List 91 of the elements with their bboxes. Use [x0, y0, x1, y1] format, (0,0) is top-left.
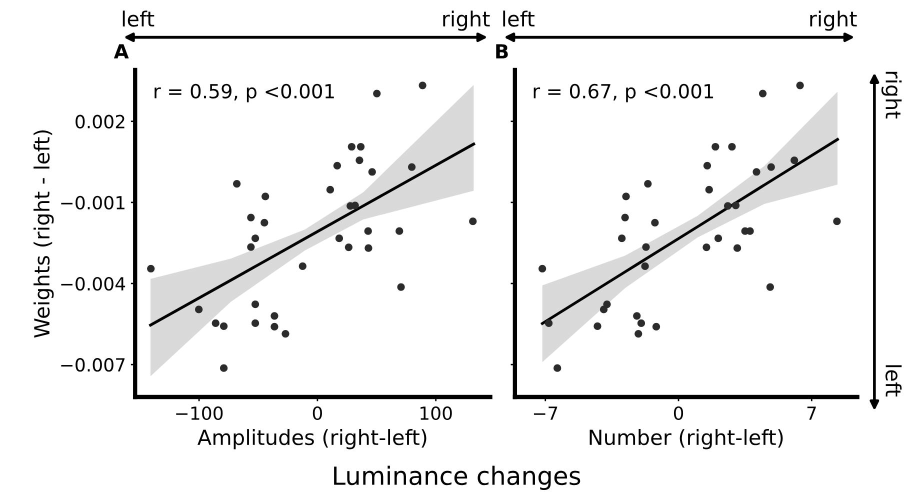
x-tick-label: 0 — [312, 406, 322, 420]
point — [714, 234, 722, 242]
line-series — [149, 142, 476, 327]
point — [351, 202, 359, 210]
point — [373, 90, 381, 98]
point — [348, 142, 356, 151]
x-tick-label: 0 — [674, 406, 684, 420]
point — [333, 162, 342, 170]
point — [637, 319, 646, 328]
point — [233, 180, 241, 188]
point — [705, 186, 713, 194]
point — [408, 163, 416, 171]
point — [220, 364, 228, 372]
y-axis-title: Weights (right - left) — [34, 130, 54, 338]
text: left — [886, 365, 902, 396]
point — [282, 330, 290, 338]
x-tick-label: −100 — [176, 406, 223, 420]
point — [251, 300, 260, 308]
text: right — [443, 10, 490, 31]
point — [220, 322, 228, 330]
point — [644, 180, 652, 188]
point — [702, 243, 710, 252]
point — [728, 142, 736, 151]
point — [147, 264, 155, 272]
x-axis-title: Amplitudes (right-left) — [198, 429, 426, 450]
point — [622, 192, 630, 200]
point — [335, 234, 344, 242]
point — [326, 186, 334, 194]
x-tick-label: 7 — [807, 406, 816, 420]
point — [790, 156, 798, 164]
annotation: r = 0.59, p <0.001 — [154, 84, 334, 102]
chart-title: A — [114, 44, 129, 58]
text: left — [503, 10, 534, 27]
point — [356, 156, 364, 164]
point — [469, 218, 477, 226]
point — [703, 162, 712, 170]
point — [298, 262, 306, 270]
point — [364, 227, 372, 235]
point — [212, 319, 220, 328]
point — [396, 227, 404, 235]
text: right — [810, 10, 857, 31]
point — [397, 283, 405, 291]
point — [642, 243, 650, 251]
point — [364, 244, 372, 252]
point — [752, 168, 760, 176]
y-tick-label: −0.007 — [61, 358, 125, 372]
point — [712, 142, 720, 151]
point — [724, 202, 732, 210]
point — [251, 234, 260, 242]
point — [270, 312, 278, 320]
point — [368, 168, 376, 176]
x-tick-label: 100 — [420, 406, 452, 420]
annotation: r = 0.67, p <0.001 — [534, 84, 714, 102]
point — [247, 214, 255, 222]
point — [195, 306, 203, 314]
point — [641, 262, 649, 270]
point — [356, 142, 365, 151]
point — [652, 322, 660, 331]
y-tick-label: −0.001 — [61, 196, 124, 210]
point — [767, 163, 775, 171]
point — [733, 244, 742, 252]
point — [633, 312, 641, 320]
text: left — [122, 10, 154, 27]
point — [544, 319, 553, 328]
point — [603, 300, 611, 308]
chart-title: B — [496, 44, 508, 58]
point — [538, 264, 546, 272]
point — [634, 330, 642, 338]
text: right — [881, 72, 902, 118]
point — [758, 90, 767, 98]
x-tick-label: −7 — [534, 406, 558, 420]
point — [651, 218, 659, 226]
point — [618, 234, 626, 242]
y-tick-label: 0.002 — [76, 114, 124, 128]
y-tick-label: −0.004 — [61, 276, 126, 291]
point — [621, 214, 629, 222]
point — [251, 319, 260, 328]
point — [594, 322, 602, 330]
point — [262, 192, 270, 200]
point — [732, 202, 740, 210]
point — [833, 218, 841, 226]
point — [260, 218, 268, 226]
point — [270, 322, 278, 331]
point — [796, 82, 804, 90]
point — [344, 243, 352, 252]
x-axis-title: Number (right-left) — [590, 429, 783, 450]
point — [247, 243, 255, 251]
point — [418, 82, 426, 90]
point — [554, 364, 562, 372]
text: Luminance changes — [334, 466, 580, 490]
point — [766, 283, 774, 291]
